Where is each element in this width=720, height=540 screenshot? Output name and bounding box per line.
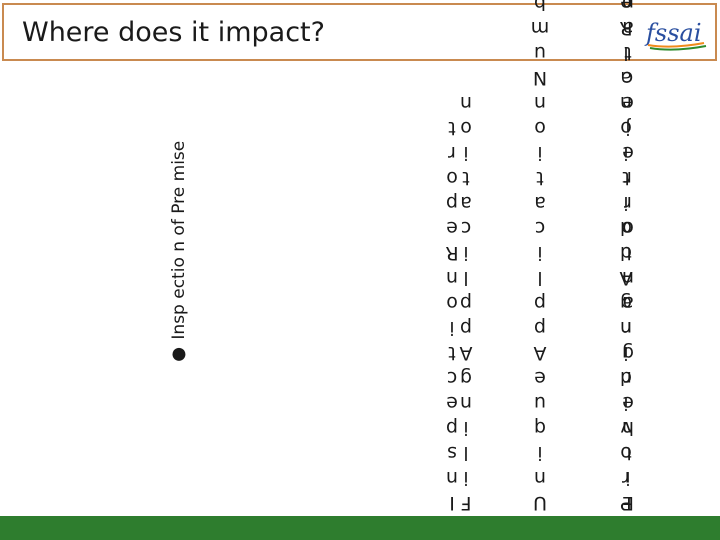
bullet-char: r [624,167,632,189]
bullet-char: r [448,142,456,164]
bullet-char: o [622,217,634,239]
bullet-char: t [448,117,456,139]
slide-title: Where does it impact? [22,17,325,48]
bullet-char: R [445,242,459,264]
bullet-char: b [533,0,547,14]
bullet-char: c [534,217,546,239]
bullet-char: h [621,417,635,439]
bullet-char: e [446,217,458,239]
bullet-char: I [449,492,455,514]
bullet-char: U [533,492,547,514]
bullet-char: s [447,442,457,464]
bullet-char: t [448,342,456,364]
bullet-grant-or-reject: ●Eithergrantorrejectapplica [616,0,640,540]
bullet-char: i [537,142,543,164]
bullet-char: a [622,292,634,314]
bullet-char: n [533,92,547,114]
bullet-char: o [446,292,458,314]
bullet-char: t [624,42,632,64]
bullet-char: o [446,167,458,189]
bullet-char: a [622,17,634,39]
bullet-char: r [624,192,632,214]
bullet-char: N [532,67,548,89]
bullet-char: t [624,242,632,264]
bullet-char: A [533,342,547,364]
bullet-char: e [622,392,634,414]
fssai-logo: fssai [644,19,707,51]
bullet-char: q [533,417,547,439]
bullet-char: r [624,367,632,389]
bullet-char: m [530,17,550,39]
bullet-char: u [533,42,547,64]
bullet-char: i [449,317,455,339]
bullet-char: n [621,267,635,289]
bullet-char: E [622,492,635,514]
bullet-inspection-of-premise: ● Insp ectio n of Pre mise [168,141,286,365]
bullet-char: o [534,117,546,139]
bullet-dot: ● [169,345,189,365]
bullet-char: c [622,67,634,89]
bullet-unique-application-number: ●UniqueApplicationNumbe [528,0,552,540]
bullet-char: n [445,467,459,489]
bullet-char: p [533,317,547,339]
bullet-char: p [533,292,547,314]
title-bar: Where does it impact? fssai [2,3,717,61]
bullet-char: i [537,242,543,264]
bullet-char: a [534,192,546,214]
bullet-char: e [622,142,634,164]
bullet-text: Insp ectio n of Pre mise [169,140,189,340]
bullet-char: e [446,392,458,414]
bullet-char: e [534,367,546,389]
bullet-char: l [537,267,543,289]
bullet-char: t [536,167,544,189]
bullet-char: i [625,467,631,489]
bullet-char: e [622,92,634,114]
footer-bar [0,516,720,540]
bullet-char: r [624,317,632,339]
bullet-char: n [533,467,547,489]
bullet-char: t [624,442,632,464]
bullet-char: c [446,367,458,389]
bullet-char: n [445,267,459,289]
bullet-char: p [621,0,635,14]
bullet-char: j [625,117,631,139]
bullet-char: u [533,392,547,414]
bullet-char: p [445,192,459,214]
bullet-char: g [621,342,635,364]
bullet-char: i [537,442,543,464]
bullet-char: p [445,417,459,439]
fssai-logo-text: fssai [644,19,702,47]
